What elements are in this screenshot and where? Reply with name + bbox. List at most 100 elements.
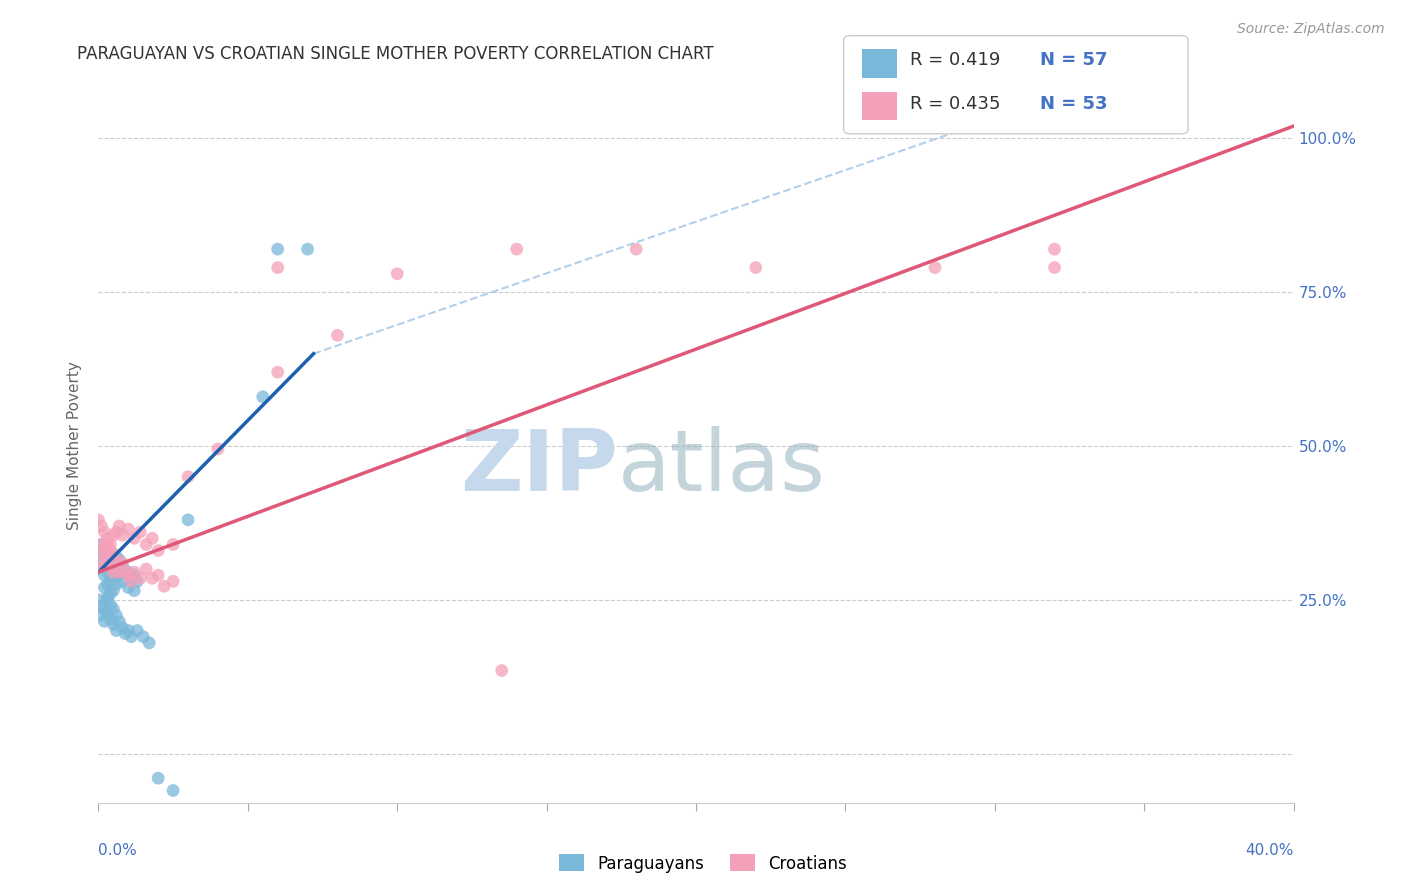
Point xyxy=(385,267,409,281)
Point xyxy=(120,571,142,585)
Point xyxy=(103,568,125,582)
Point xyxy=(93,549,115,564)
Point xyxy=(87,513,110,527)
Point xyxy=(162,537,184,551)
Point xyxy=(111,528,134,542)
Point xyxy=(1043,242,1066,256)
Point xyxy=(114,626,136,640)
Point xyxy=(148,543,170,558)
Point xyxy=(90,556,112,570)
Point xyxy=(111,556,134,570)
Point xyxy=(103,556,125,570)
Point xyxy=(98,574,122,589)
Point xyxy=(267,242,290,256)
Point xyxy=(90,599,112,613)
Point xyxy=(141,531,163,545)
Point xyxy=(87,543,110,558)
Point xyxy=(111,558,134,573)
Point xyxy=(162,574,184,589)
Point xyxy=(103,583,125,598)
Point xyxy=(98,543,122,558)
Point xyxy=(93,525,115,540)
Point xyxy=(117,624,139,638)
Point xyxy=(105,553,128,567)
Point xyxy=(117,581,139,595)
Point xyxy=(96,590,118,604)
Point xyxy=(135,562,157,576)
Point xyxy=(98,537,122,551)
Point xyxy=(108,615,131,629)
Point xyxy=(90,608,112,623)
Point xyxy=(105,624,128,638)
Point xyxy=(148,771,170,785)
Point xyxy=(98,558,122,573)
Point xyxy=(105,577,128,591)
Point xyxy=(117,565,139,579)
Point xyxy=(96,553,118,567)
Point xyxy=(105,549,128,564)
Point xyxy=(93,568,115,582)
Point xyxy=(87,592,110,607)
Point xyxy=(96,607,118,621)
Text: N = 53: N = 53 xyxy=(1040,95,1108,113)
Point xyxy=(111,574,134,589)
Point xyxy=(924,260,946,275)
Text: N = 57: N = 57 xyxy=(1040,51,1108,69)
Point xyxy=(491,664,513,678)
Point xyxy=(114,565,136,579)
Point xyxy=(96,592,118,607)
Text: 0.0%: 0.0% xyxy=(98,843,138,858)
Legend: Paraguayans, Croatians: Paraguayans, Croatians xyxy=(553,847,853,880)
Point xyxy=(90,519,112,533)
Point xyxy=(132,630,155,644)
Text: R = 0.419: R = 0.419 xyxy=(910,51,1000,69)
Point xyxy=(111,620,134,634)
Point xyxy=(103,617,125,632)
Point xyxy=(93,602,115,616)
Text: R = 0.435: R = 0.435 xyxy=(910,95,1000,113)
Point xyxy=(124,568,146,582)
Point xyxy=(93,615,115,629)
Point xyxy=(98,612,122,626)
Point xyxy=(626,242,648,256)
Y-axis label: Single Mother Poverty: Single Mother Poverty xyxy=(67,361,83,531)
Point xyxy=(124,583,146,598)
Point xyxy=(267,260,290,275)
Text: atlas: atlas xyxy=(619,425,827,509)
Point xyxy=(114,565,136,579)
Point xyxy=(177,513,200,527)
Point xyxy=(135,537,157,551)
Point xyxy=(96,577,118,591)
Point xyxy=(105,562,128,576)
Point xyxy=(105,525,128,540)
Text: Source: ZipAtlas.com: Source: ZipAtlas.com xyxy=(1237,22,1385,37)
Point xyxy=(108,568,131,582)
Point xyxy=(108,519,131,533)
Text: PARAGUAYAN VS CROATIAN SINGLE MOTHER POVERTY CORRELATION CHART: PARAGUAYAN VS CROATIAN SINGLE MOTHER POV… xyxy=(77,45,714,62)
Point xyxy=(252,390,274,404)
Point xyxy=(177,469,200,483)
Point xyxy=(1043,260,1066,275)
Text: 40.0%: 40.0% xyxy=(1246,843,1294,858)
Point xyxy=(326,328,349,343)
Point xyxy=(207,442,229,456)
Point xyxy=(120,630,142,644)
Point xyxy=(103,565,125,579)
Point xyxy=(138,636,160,650)
Point xyxy=(93,558,115,573)
Point xyxy=(96,553,118,567)
Point xyxy=(90,556,112,570)
Point xyxy=(129,525,152,540)
Point xyxy=(117,568,139,582)
Point xyxy=(108,553,131,567)
Point xyxy=(120,574,142,589)
Point xyxy=(98,598,122,612)
Point xyxy=(93,581,115,595)
Point xyxy=(506,242,529,256)
Point xyxy=(93,547,115,561)
Point xyxy=(117,522,139,536)
Point xyxy=(103,547,125,561)
Point xyxy=(98,587,122,601)
Point xyxy=(98,558,122,573)
Point xyxy=(162,783,184,797)
